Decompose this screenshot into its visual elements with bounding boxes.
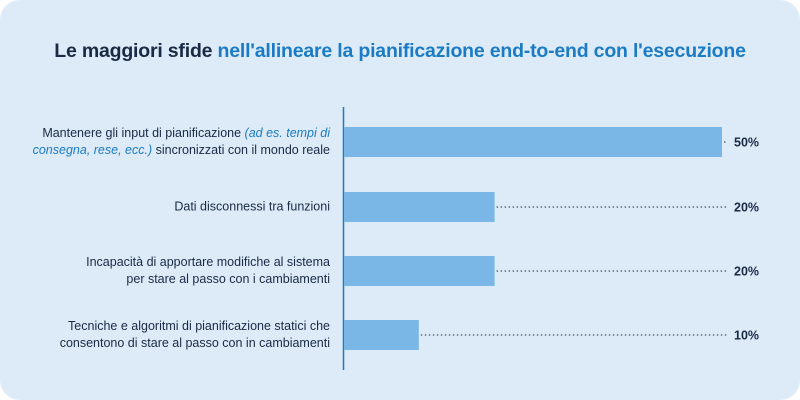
bar-4: [344, 320, 419, 350]
category-label-2: Dati disconnessi tra funzioni: [174, 199, 330, 214]
value-label-4: 10%: [734, 329, 759, 343]
bar-3: [344, 256, 495, 286]
category-label-4: Tecniche e algoritmi di pianificazione s…: [59, 319, 330, 350]
category-label-3: Incapacità di apportare modifiche al sis…: [86, 255, 330, 286]
value-label-3: 20%: [734, 265, 759, 279]
title-part-1: Le maggiori sfide: [54, 40, 213, 62]
title-part-2: nell'allineare la pianificazione end-to-…: [217, 40, 746, 62]
bar-2: [344, 192, 495, 222]
value-label-1: 50%: [734, 136, 759, 150]
chart-title: Le maggiori sfide nell'allineare la pian…: [0, 40, 800, 63]
category-label-1: Mantenere gli input di pianificazione (a…: [32, 126, 330, 157]
bar-1: [344, 127, 722, 157]
value-label-2: 20%: [734, 201, 759, 215]
